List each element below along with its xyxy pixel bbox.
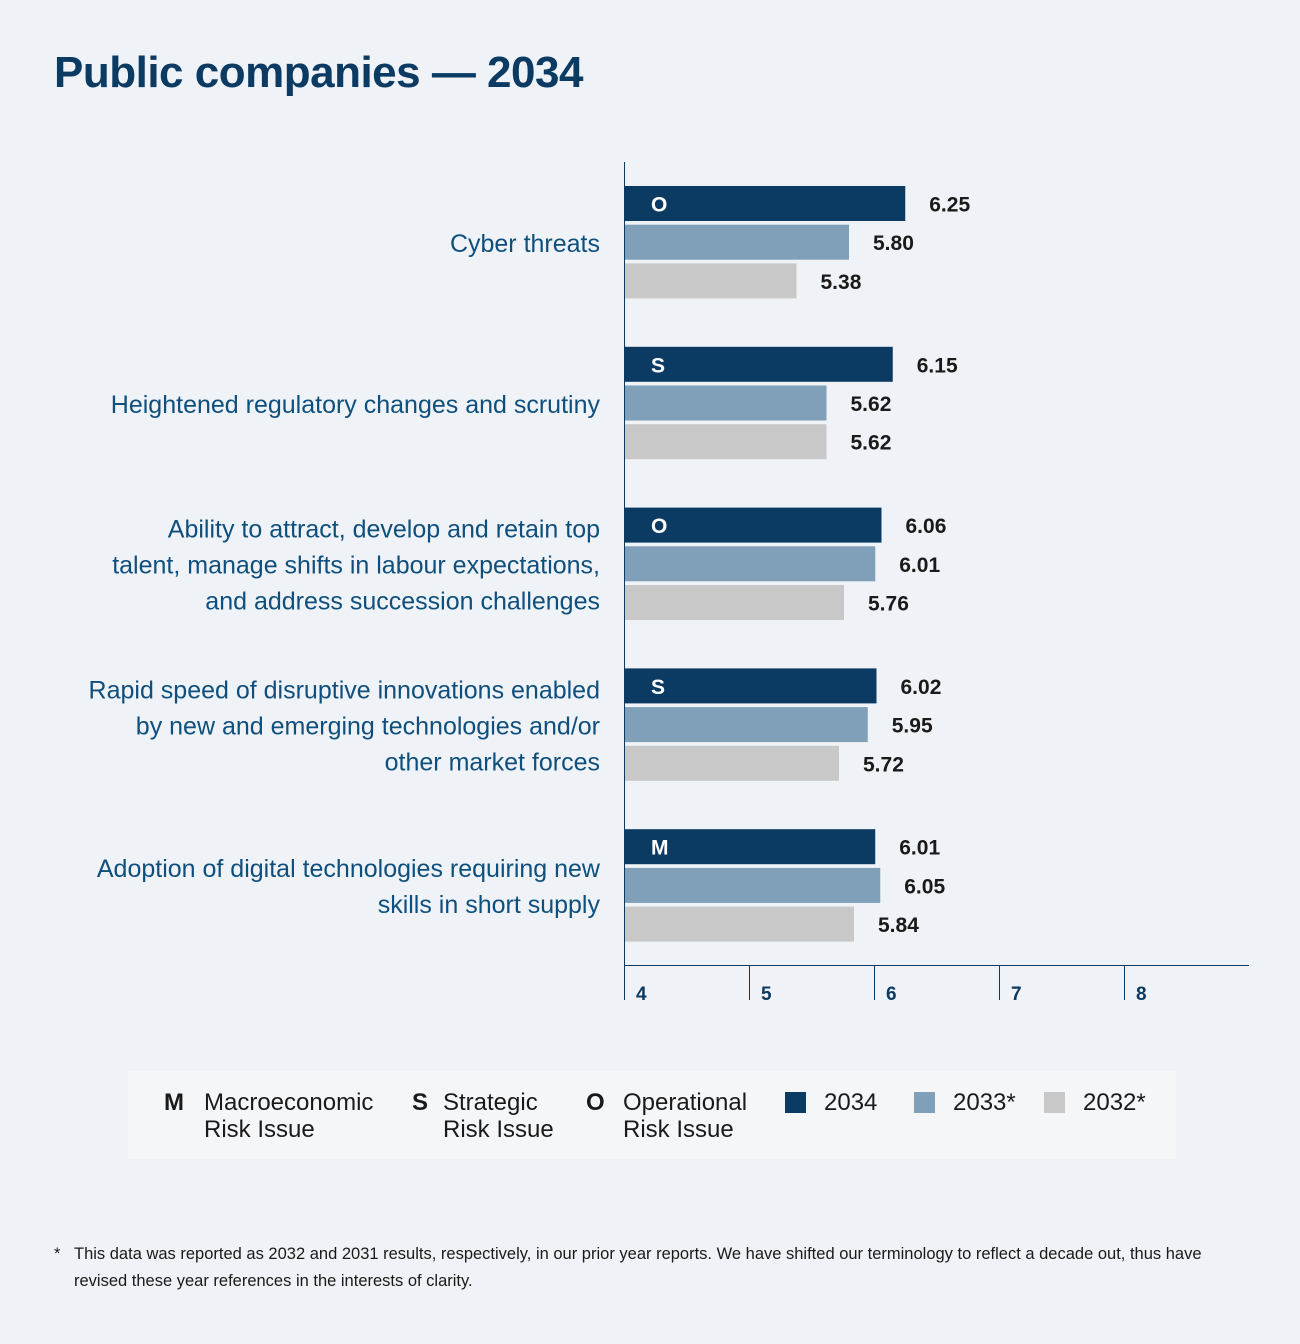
- bar-2034: [625, 668, 877, 704]
- bar-2032: [625, 263, 797, 299]
- bar-2032: [625, 906, 854, 942]
- category-label: Cyber threats: [450, 230, 600, 258]
- footnote-text: This data was reported as 2032 and 2031 …: [74, 1245, 1202, 1290]
- bar-2032: [625, 745, 839, 781]
- category-label: by new and emerging technologies and/or: [136, 712, 600, 740]
- x-tick-label: 4: [636, 984, 647, 1005]
- x-tick-label: 7: [1011, 984, 1022, 1005]
- legend: M Macroeconomic Risk Issue S Strategic R…: [128, 1071, 1176, 1159]
- value-label: 6.05: [904, 875, 945, 898]
- legend-label-line1: Macroeconomic: [204, 1089, 374, 1116]
- bar-2033: [625, 707, 868, 743]
- category-label: Rapid speed of disruptive innovations en…: [89, 676, 600, 704]
- bar-2033: [625, 224, 849, 260]
- category-label: skills in short supply: [378, 891, 601, 919]
- category-label: Ability to attract, develop and retain t…: [168, 516, 600, 544]
- bar-2034: [625, 829, 876, 865]
- legend-item-macroeconomic: Macroeconomic Risk Issue: [204, 1089, 373, 1143]
- page-title: Public companies — 2034: [54, 48, 583, 97]
- legend-swatch-2032: [1044, 1092, 1065, 1113]
- value-label: 5.62: [851, 432, 892, 455]
- legend-item-strategic: Strategic Risk Issue: [443, 1089, 554, 1143]
- legend-key-s: S: [412, 1089, 429, 1116]
- bar-2034: [625, 507, 882, 543]
- value-label: 6.01: [899, 837, 940, 860]
- bar-2033: [625, 867, 881, 903]
- legend-key-m: M: [164, 1089, 184, 1116]
- risk-type-label: M: [651, 837, 669, 860]
- risk-type-label: S: [651, 676, 665, 699]
- risk-type-label: O: [651, 515, 667, 538]
- legend-year-2032: 2032*: [1083, 1089, 1146, 1116]
- value-label: 6.25: [929, 194, 970, 217]
- footnote: * This data was reported as 2032 and 203…: [54, 1241, 1214, 1295]
- category-label: and address succession challenges: [205, 588, 600, 616]
- value-label: 5.76: [868, 593, 909, 616]
- legend-year-2033: 2033*: [953, 1089, 1016, 1116]
- x-tick-label: 6: [886, 984, 897, 1005]
- value-label: 6.06: [906, 515, 947, 538]
- value-label: 5.80: [873, 232, 914, 255]
- value-label: 5.72: [863, 753, 904, 776]
- category-label: talent, manage shifts in labour expectat…: [112, 552, 600, 580]
- bar-2034: [625, 346, 893, 382]
- category-label: Adoption of digital technologies requiri…: [97, 855, 601, 883]
- value-label: 5.84: [878, 914, 919, 937]
- value-label: 6.02: [901, 676, 942, 699]
- legend-swatch-2033: [914, 1092, 935, 1113]
- legend-item-operational: Operational Risk Issue: [623, 1089, 747, 1143]
- bar-2032: [625, 585, 844, 620]
- value-label: 5.38: [821, 271, 862, 294]
- value-label: 6.01: [899, 554, 940, 577]
- legend-label-line1: Strategic: [443, 1089, 538, 1116]
- value-label: 5.95: [892, 715, 933, 738]
- bar-2034: [625, 186, 906, 221]
- legend-label-line1: Operational: [623, 1089, 748, 1116]
- risk-type-label: S: [651, 354, 665, 377]
- category-label: Heightened regulatory changes and scruti…: [111, 391, 601, 419]
- value-label: 5.62: [851, 393, 892, 416]
- legend-label-line2: Risk Issue: [443, 1116, 554, 1143]
- legend-year-2034: 2034: [824, 1089, 878, 1116]
- legend-label-line2: Risk Issue: [204, 1116, 315, 1143]
- risk-type-label: O: [651, 194, 667, 217]
- footnote-marker: *: [54, 1245, 61, 1263]
- legend-swatch-2034: [785, 1092, 806, 1113]
- legend-key-o: O: [586, 1089, 605, 1116]
- legend-label-line2: Risk Issue: [623, 1116, 734, 1143]
- value-label: 6.15: [917, 354, 958, 377]
- category-label: other market forces: [385, 748, 600, 776]
- bar-2033: [625, 385, 827, 421]
- bar-chart: 4 5 6 7 8 Cyber threats 6.25 O 5.80 5.38 Heightene…: [89, 162, 1249, 1005]
- x-tick-label: 5: [761, 984, 772, 1005]
- bar-2032: [625, 424, 827, 460]
- bar-2033: [625, 546, 876, 582]
- x-tick-label: 8: [1136, 984, 1147, 1005]
